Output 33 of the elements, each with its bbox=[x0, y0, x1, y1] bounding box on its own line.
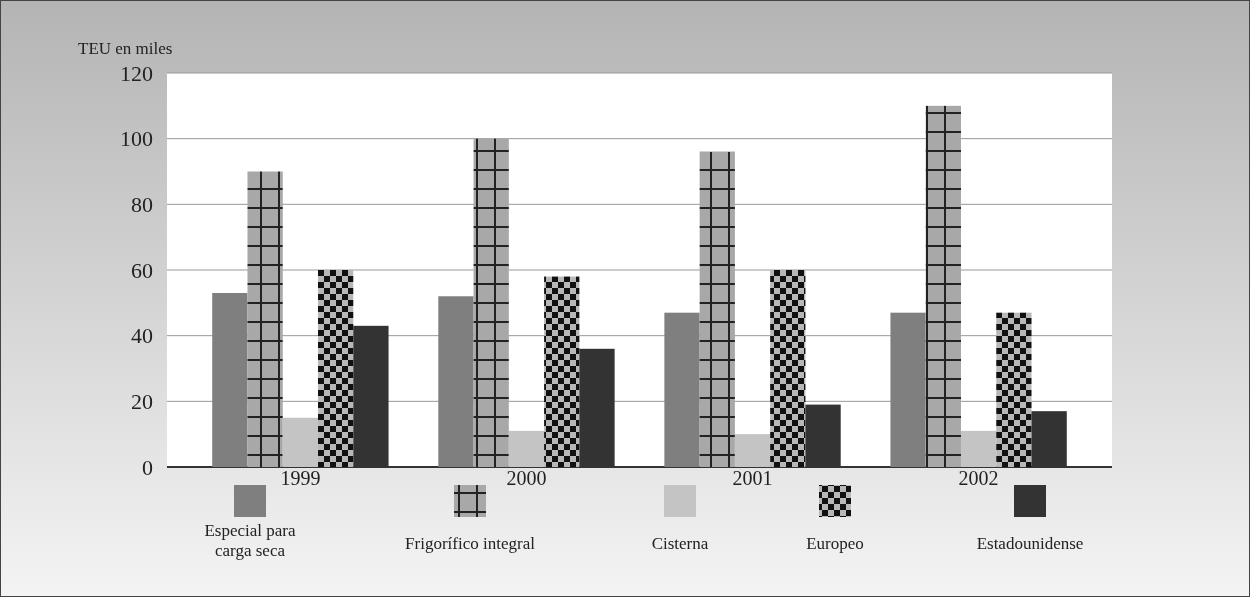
x-tick-label: 2002 bbox=[958, 467, 999, 490]
bar bbox=[508, 430, 545, 467]
bar bbox=[473, 138, 509, 467]
y-tick-label: 120 bbox=[120, 60, 153, 86]
legend-label: Cisterna bbox=[651, 534, 709, 553]
y-tick-label: 100 bbox=[120, 126, 153, 152]
x-tick-label: 1999 bbox=[280, 467, 321, 490]
x-tick-label: 2001 bbox=[732, 467, 773, 490]
bar bbox=[318, 270, 354, 467]
y-tick-label: 80 bbox=[131, 191, 153, 217]
legend-label: Frigorífico integral bbox=[405, 534, 536, 553]
legend-label: Europeo bbox=[806, 534, 864, 553]
y-tick-label: 40 bbox=[131, 323, 153, 349]
legend-label: Especial para carga seca bbox=[204, 521, 296, 560]
bar bbox=[890, 312, 926, 467]
x-tick-label: 2000 bbox=[506, 467, 547, 490]
bar bbox=[770, 270, 806, 467]
bar bbox=[544, 276, 580, 467]
bar bbox=[925, 105, 961, 467]
bar bbox=[996, 312, 1032, 467]
y-tick-label: 60 bbox=[131, 257, 153, 283]
bar bbox=[699, 151, 735, 467]
y-axis-title: TEU en miles bbox=[78, 39, 173, 58]
bar bbox=[664, 312, 700, 467]
bar bbox=[212, 292, 248, 467]
bar bbox=[282, 417, 319, 467]
bar bbox=[734, 434, 771, 467]
y-tick-label: 20 bbox=[131, 388, 153, 414]
bar bbox=[960, 430, 997, 467]
legend-label: Estadounidense bbox=[976, 534, 1084, 553]
bar bbox=[247, 171, 283, 467]
bar bbox=[438, 296, 474, 467]
y-tick-label: 0 bbox=[142, 454, 153, 480]
